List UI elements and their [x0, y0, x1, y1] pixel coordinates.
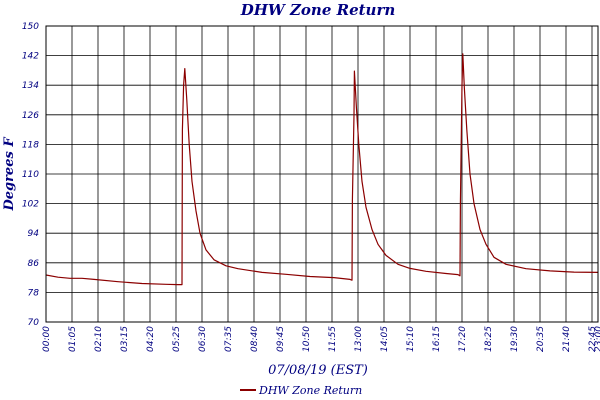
y-tick-label: 150 [22, 22, 39, 32]
x-tick-label: 21:40 [562, 326, 572, 352]
x-tick-label: 05:25 [172, 326, 182, 352]
x-tick-label: 18:25 [484, 326, 494, 352]
y-tick-label: 70 [28, 318, 40, 328]
y-tick-label: 110 [22, 170, 39, 180]
x-tick-label: 09:45 [276, 326, 286, 352]
x-tick-label: 13:00 [354, 326, 364, 352]
y-tick-label: 94 [28, 229, 40, 239]
x-tick-label: 15:10 [406, 326, 416, 352]
legend: DHW Zone Return [240, 384, 362, 397]
x-tick-label: 17:20 [458, 326, 468, 352]
y-tick-label: 126 [22, 111, 39, 121]
x-tick-label: 01:05 [68, 326, 78, 352]
x-tick-label: 23:00 [594, 326, 600, 352]
y-tick-labels: 70 78 86 94 102 110 118 126 134 142 150 [22, 22, 39, 328]
x-tick-label: 22:45 [588, 326, 598, 352]
y-tick-label: 134 [22, 81, 39, 91]
x-tick-label: 16:15 [432, 326, 442, 352]
x-tick-label: 19:30 [510, 326, 520, 352]
x-tick-label: 20:35 [536, 326, 546, 352]
series-line [45, 53, 599, 286]
x-tick-label: 02:10 [94, 326, 104, 352]
x-tick-label: 04:20 [146, 326, 156, 352]
x-tick-label: 07:35 [224, 326, 234, 352]
x-tick-label: 14:05 [380, 326, 390, 352]
y-tick-label: 118 [22, 140, 39, 150]
y-tick-label: 78 [28, 288, 40, 298]
y-tick-label: 102 [22, 200, 39, 210]
x-tick-label: 08:40 [250, 326, 260, 352]
y-axis-label: Degrees F [2, 137, 17, 212]
x-tick-label: 00:00 [42, 326, 52, 352]
legend-label: DHW Zone Return [258, 384, 362, 397]
y-tick-label: 86 [28, 259, 40, 269]
y-tick-label: 142 [22, 52, 39, 62]
series-group [45, 53, 599, 286]
x-axis-label: 07/08/19 (EST) [268, 363, 368, 378]
x-tick-label: 03:15 [120, 326, 130, 352]
x-tick-labels: 00:00 01:05 02:10 03:15 04:20 05:25 06:30 07:35… [42, 326, 600, 352]
chart-title: DHW Zone Return [240, 1, 396, 19]
x-tick-label: 11:55 [328, 326, 338, 352]
plot-frame [45, 25, 599, 323]
x-tick-label: 10:50 [302, 326, 312, 352]
x-tick-label: 06:30 [198, 326, 208, 352]
